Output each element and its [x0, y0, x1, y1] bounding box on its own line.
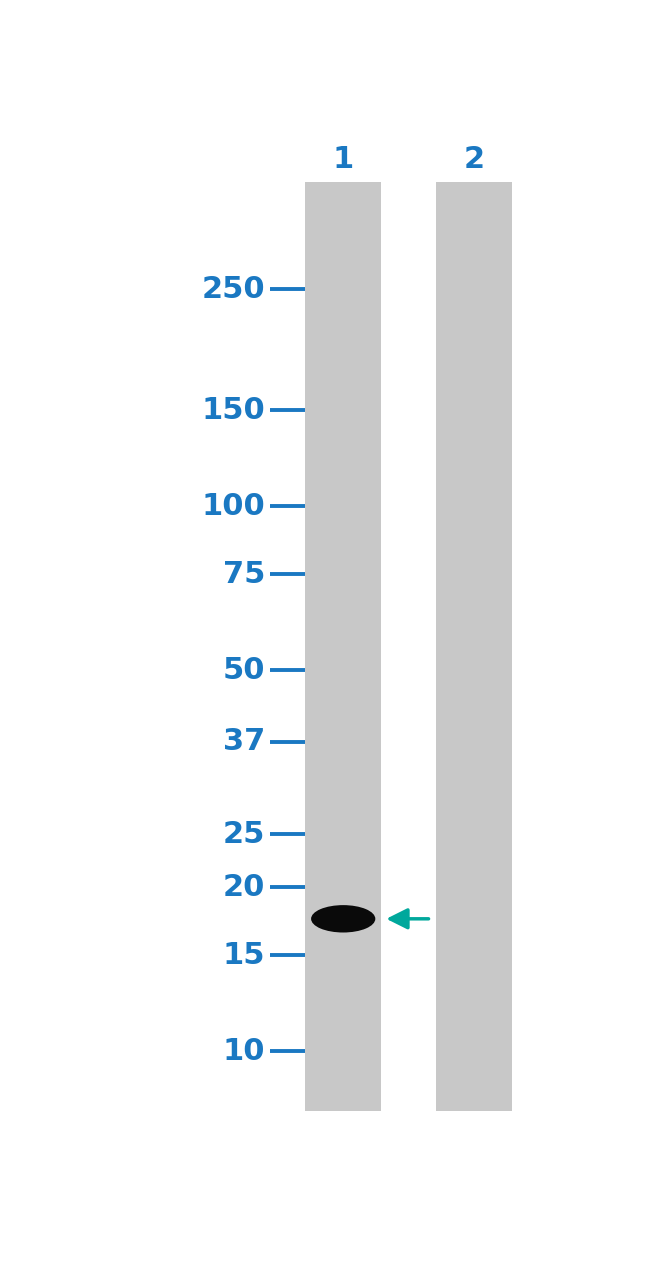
Text: 20: 20 — [223, 872, 265, 902]
Text: 15: 15 — [222, 941, 265, 970]
Text: 50: 50 — [222, 655, 265, 685]
Text: 10: 10 — [222, 1036, 265, 1066]
Text: 37: 37 — [223, 726, 265, 756]
Text: 25: 25 — [223, 820, 265, 848]
Ellipse shape — [311, 906, 375, 932]
Text: 250: 250 — [202, 274, 265, 304]
Text: 100: 100 — [202, 491, 265, 521]
Text: 150: 150 — [202, 395, 265, 424]
Text: 2: 2 — [463, 145, 485, 174]
Text: 75: 75 — [223, 560, 265, 589]
Text: 1: 1 — [333, 145, 354, 174]
Bar — [306, 182, 381, 1111]
Bar — [436, 182, 512, 1111]
